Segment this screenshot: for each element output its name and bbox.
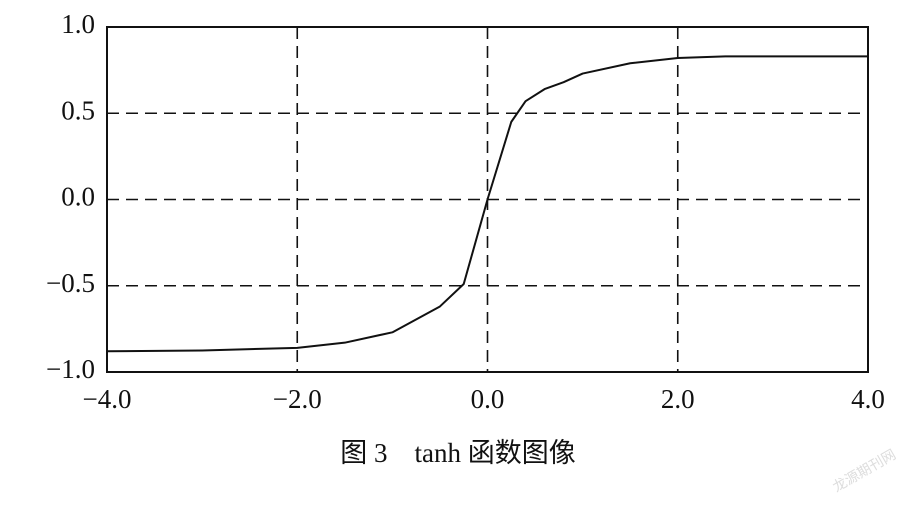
caption: 图 3 tanh 函数图像 — [340, 438, 576, 468]
y-tick-label: 0.0 — [61, 182, 95, 212]
x-tick-label: −2.0 — [273, 384, 322, 414]
x-tick-label: 0.0 — [471, 384, 505, 414]
y-tick-label: 0.5 — [61, 95, 95, 125]
watermark: 龙源期刊网 — [830, 447, 899, 496]
x-tick-label: 4.0 — [851, 384, 885, 414]
x-tick-label: −4.0 — [83, 384, 132, 414]
x-tick-label: 2.0 — [661, 384, 695, 414]
y-tick-label: −0.5 — [46, 268, 95, 298]
y-tick-label: 1.0 — [61, 9, 95, 39]
y-tick-label: −1.0 — [46, 354, 95, 384]
curve — [106, 55, 868, 353]
plot-frame — [106, 26, 869, 373]
